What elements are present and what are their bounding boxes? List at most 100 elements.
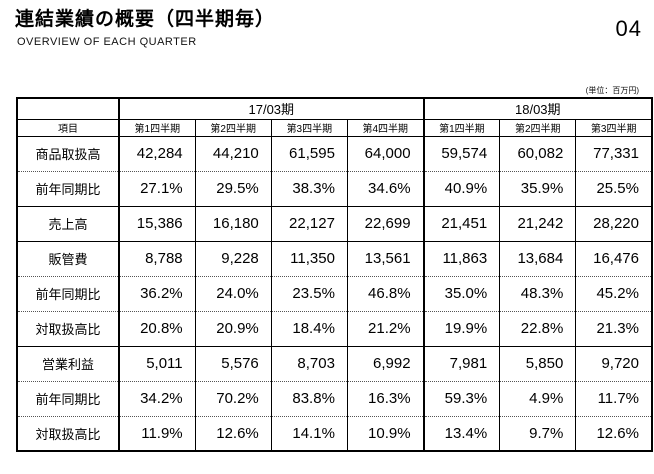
cell-value: 34.2%	[117, 381, 196, 417]
page-number: 04	[615, 16, 642, 41]
cell-value: 15,386	[117, 206, 196, 242]
cell-value: 22,699	[346, 206, 424, 242]
cell-value: 10.9%	[346, 416, 424, 451]
page-subtitle: OVERVIEW OF EACH QUARTER	[17, 36, 197, 48]
cell-value: 20.9%	[194, 311, 272, 347]
table-row-6: 対取扱高比 20.8% 20.9% 18.4% 21.2% 19.9% 22.8% 21.3%	[17, 311, 652, 347]
cell-value: 21,242	[499, 206, 576, 242]
table-row-9: 対取扱高比 11.9% 12.6% 14.1% 10.9% 13.4% 9.7% 12.6%	[17, 416, 652, 451]
cell-value: 22,127	[270, 206, 348, 242]
table-header: 17/03期 18/03期 項目 第1四半期 第2四半期 第3四半期 第4四半期 第1四半期…	[17, 98, 652, 137]
year-header-row: 17/03期 18/03期	[17, 98, 652, 120]
quarter-header-6: 第2四半期	[499, 119, 576, 137]
cell-value: 28,220	[575, 206, 652, 242]
cell-value: 21.2%	[346, 311, 424, 347]
cell-value: 12.6%	[194, 416, 272, 451]
cell-value: 13,561	[346, 241, 424, 277]
row-label: 前年同期比	[17, 276, 119, 312]
cell-value: 13.4%	[422, 416, 500, 451]
quarter-header-5: 第1四半期	[422, 119, 500, 137]
cell-value: 11,863	[422, 241, 500, 277]
row-label: 前年同期比	[17, 171, 119, 207]
cell-value: 9,228	[194, 241, 272, 277]
cell-value: 16,180	[194, 206, 272, 242]
cell-value: 83.8%	[270, 381, 348, 417]
cell-value: 7,981	[422, 346, 500, 382]
cell-value: 23.5%	[270, 276, 348, 312]
cell-value: 35.0%	[422, 276, 500, 312]
cell-value: 61,595	[270, 136, 348, 172]
year-header-2: 18/03期	[422, 98, 652, 120]
cell-value: 36.2%	[117, 276, 196, 312]
page-title: 連結業績の概要（四半期毎）	[15, 9, 276, 30]
cell-value: 64,000	[346, 136, 424, 172]
cell-value: 44,210	[194, 136, 272, 172]
quarter-header-row: 項目 第1四半期 第2四半期 第3四半期 第4四半期 第1四半期 第2四半期 第3四半期	[17, 119, 652, 137]
table-row-5: 前年同期比 36.2% 24.0% 23.5% 46.8% 35.0% 48.3% 45.2%	[17, 276, 652, 312]
cell-value: 35.9%	[499, 171, 576, 207]
unit-note: (単位：百万円)	[585, 86, 639, 95]
cell-value: 59.3%	[422, 381, 500, 417]
table-row-1: 商品取扱高 42,284 44,210 61,595 64,000 59,574 60,08…	[17, 136, 652, 172]
cell-value: 38.3%	[270, 171, 348, 207]
row-label: 対取扱高比	[35, 426, 101, 442]
quarter-header-3: 第3四半期	[270, 119, 348, 137]
cell-value: 14.1%	[270, 416, 348, 451]
cell-value: 11.7%	[575, 381, 652, 417]
cell-value: 59,574	[422, 136, 500, 172]
table-row-2: 前年同期比 27.1% 29.5% 38.3% 34.6% 40.9% 35.9% 25.5%	[17, 171, 652, 207]
cell-value: 45.2%	[575, 276, 652, 312]
corner-item-label: 項目	[17, 119, 119, 137]
cell-value: 18.4%	[270, 311, 348, 347]
quarter-header-2: 第2四半期	[194, 119, 272, 137]
row-label: 対取扱高比	[17, 311, 119, 347]
cell-value: 5,576	[194, 346, 272, 382]
cell-value: 21.3%	[575, 311, 652, 347]
table-row-7: 営業利益 5,011 5,576 8,703 6,992 7,981 5,850 9,720	[17, 346, 652, 382]
year-header-1: 17/03期	[118, 98, 424, 120]
cell-value: 70.2%	[194, 381, 272, 417]
cell-value: 77,331	[575, 136, 652, 172]
cell-value: 8,703	[270, 346, 348, 382]
results-table: 17/03期 18/03期 項目 第1四半期 第2四半期 第3四半期 第4四半期 第1四半期…	[16, 97, 653, 452]
row-label: 営業利益	[17, 346, 119, 382]
cell-value: 13,684	[499, 241, 576, 277]
cell-value: 11,350	[270, 241, 348, 277]
cell-value: 60,082	[499, 136, 576, 172]
cell-value: 5,850	[499, 346, 576, 382]
cell-value: 16.3%	[346, 381, 424, 417]
row-label: 商品取扱高	[17, 136, 119, 172]
cell-value: 24.0%	[194, 276, 272, 312]
cell-value: 48.3%	[499, 276, 576, 312]
cell-value: 40.9%	[422, 171, 500, 207]
cell-value: 25.5%	[575, 171, 652, 207]
cell-value: 27.1%	[117, 171, 196, 207]
cell-value: 46.8%	[346, 276, 424, 312]
row-label: 売上高	[17, 206, 119, 242]
row-label: 販管費	[17, 241, 119, 277]
quarter-header-1: 第1四半期	[117, 119, 196, 137]
cell-value: 16,476	[575, 241, 652, 277]
cell-value: 34.6%	[346, 171, 424, 207]
cell-value: 9,720	[575, 346, 652, 382]
quarter-header-7: 第3四半期	[575, 119, 652, 137]
table-row-4: 販管費 8,788 9,228 11,350 13,561 11,863 13,684 16,…	[17, 241, 652, 277]
cell-value: 12.6%	[575, 416, 652, 451]
cell-value: 4.9%	[499, 381, 576, 417]
cell-value: 22.8%	[499, 311, 576, 347]
table-row-8: 前年同期比 34.2% 70.2% 83.8% 16.3% 59.3% 4.9% 11.7%	[17, 381, 652, 417]
quarter-header-4: 第4四半期	[346, 119, 424, 137]
row-label: 前年同期比	[17, 381, 119, 417]
table-row-3: 売上高 15,386 16,180 22,127 22,699 21,451 21,242 2…	[17, 206, 652, 242]
table-body: 商品取扱高 42,284 44,210 61,595 64,000 59,574 60,08…	[17, 136, 652, 451]
cell-value: 29.5%	[194, 171, 272, 207]
cell-value: 9.7%	[499, 416, 576, 451]
cell-value: 6,992	[346, 346, 424, 382]
cell-value: 21,451	[422, 206, 500, 242]
cell-value: 19.9%	[422, 311, 500, 347]
cell-value: 42,284	[117, 136, 196, 172]
cell-value: 20.8%	[117, 311, 196, 347]
cell-value: 5,011	[117, 346, 196, 382]
cell-value: 8,788	[117, 241, 196, 277]
table-corner-blank	[17, 98, 119, 120]
